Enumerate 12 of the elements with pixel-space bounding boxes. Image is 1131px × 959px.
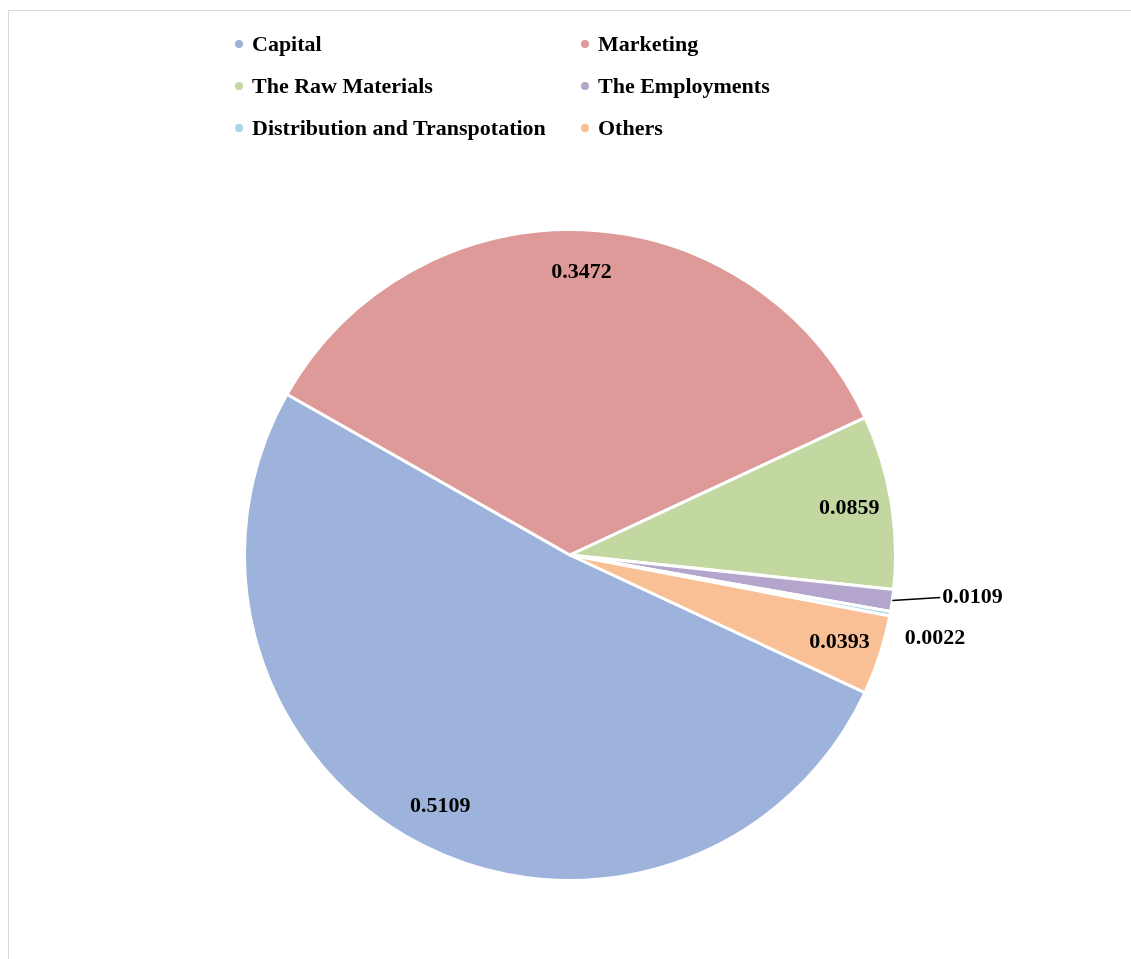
legend-label: Others [597,115,664,140]
legend-label: Distribution and Transpotation [251,115,547,140]
legend-label: The Employments [597,73,771,98]
data-label: 0.0022 [904,623,966,649]
data-label: 0.3472 [551,257,612,283]
legend-label: Marketing [597,31,700,56]
data-label: 0.0859 [819,494,880,520]
data-label: 0.0393 [809,627,870,653]
data-label: 0.5109 [409,792,471,818]
legend-label: Capital [251,31,323,56]
legend-label: The Raw Materials [251,73,434,98]
data-label: 0.0109 [942,583,1003,609]
